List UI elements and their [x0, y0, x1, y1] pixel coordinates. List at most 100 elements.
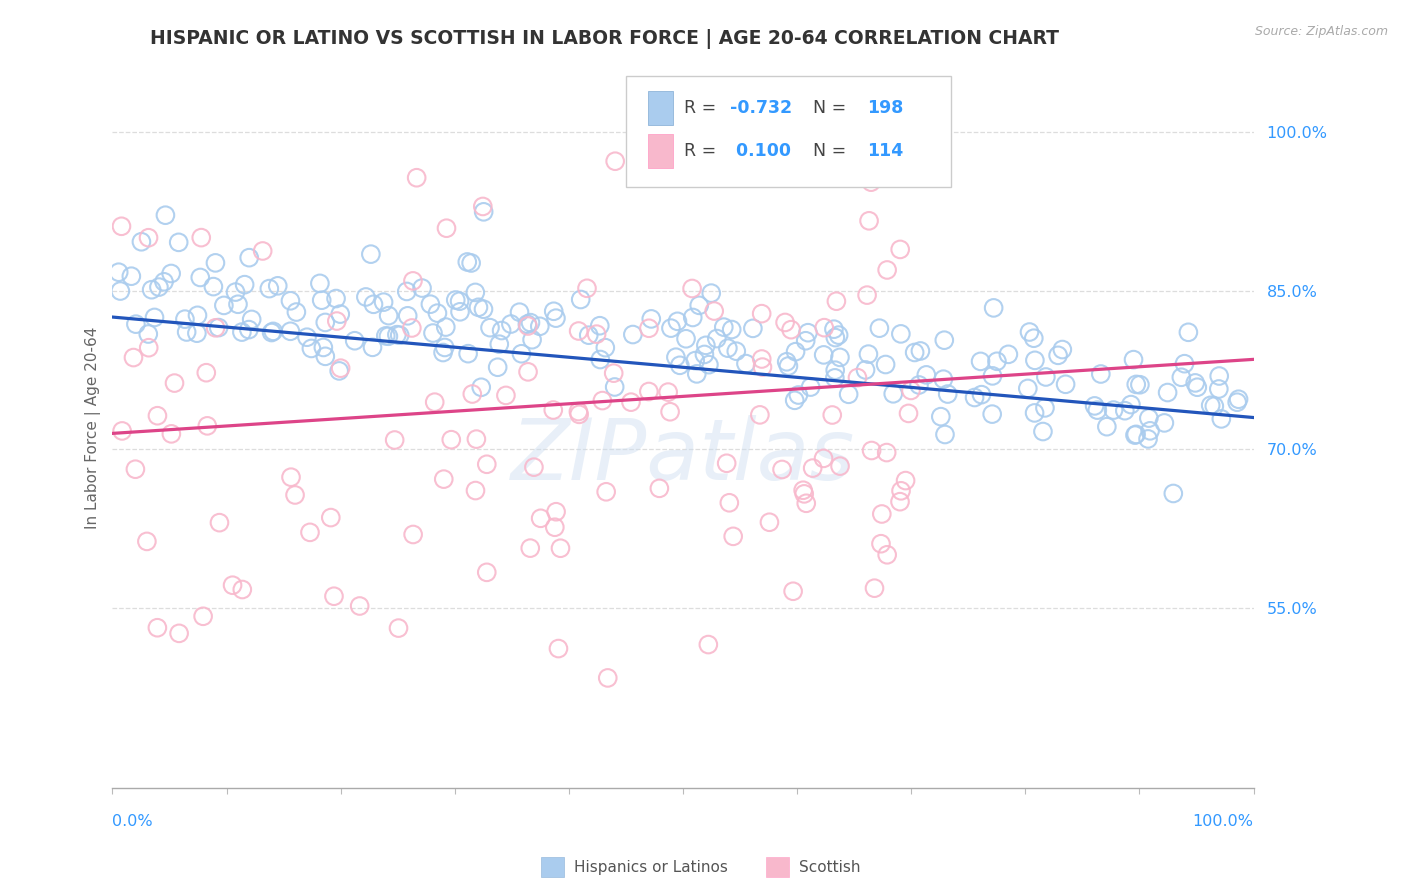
Point	[465, 432, 488, 446]
Point	[1052, 343, 1074, 357]
Point	[472, 204, 495, 219]
Point	[519, 541, 541, 556]
Point	[163, 376, 186, 390]
Point	[682, 310, 704, 325]
Point	[1177, 326, 1199, 340]
Point	[567, 404, 589, 418]
Point	[929, 409, 952, 424]
Point	[669, 359, 692, 373]
Point	[436, 221, 458, 235]
Point	[1173, 357, 1195, 371]
Point	[475, 457, 498, 471]
Point	[751, 351, 773, 366]
Text: Source: ZipAtlas.com: Source: ZipAtlas.com	[1254, 25, 1388, 38]
Point	[280, 324, 302, 338]
Point	[204, 256, 226, 270]
Point	[595, 341, 617, 355]
Point	[1024, 406, 1046, 420]
Point	[894, 474, 917, 488]
Point	[813, 451, 835, 466]
Point	[543, 403, 565, 417]
Point	[981, 407, 1004, 421]
Point	[659, 321, 682, 335]
Point	[329, 307, 352, 321]
Point	[986, 354, 1008, 368]
Text: ZIPatlas: ZIPatlas	[510, 416, 855, 499]
Point	[824, 330, 846, 344]
Point	[825, 294, 848, 309]
Point	[1187, 380, 1209, 394]
Point	[758, 515, 780, 529]
Point	[568, 324, 591, 338]
Point	[794, 496, 817, 510]
Point	[1137, 432, 1160, 446]
Point	[792, 483, 814, 498]
Point	[1035, 370, 1057, 384]
Point	[846, 370, 869, 384]
Point	[186, 326, 208, 341]
Point	[146, 621, 169, 635]
Point	[659, 405, 682, 419]
Point	[675, 332, 697, 346]
Point	[1163, 486, 1185, 500]
Point	[363, 297, 385, 311]
Point	[516, 318, 538, 333]
Point	[387, 621, 409, 635]
Text: Scottish: Scottish	[799, 860, 860, 874]
Point	[778, 359, 800, 373]
Text: R =: R =	[685, 99, 721, 117]
Point	[238, 251, 260, 265]
Point	[1022, 331, 1045, 345]
Point	[354, 290, 377, 304]
Point	[259, 282, 281, 296]
Point	[1208, 382, 1230, 396]
Point	[801, 461, 824, 475]
Point	[155, 208, 177, 222]
Point	[110, 219, 132, 234]
Point	[1123, 428, 1146, 442]
FancyBboxPatch shape	[626, 76, 950, 187]
Point	[233, 277, 256, 292]
Point	[666, 314, 689, 328]
Point	[1032, 425, 1054, 439]
Text: N =: N =	[801, 99, 852, 117]
Point	[491, 324, 513, 338]
Point	[578, 328, 600, 343]
Point	[1156, 385, 1178, 400]
Point	[983, 301, 1005, 315]
Point	[855, 363, 877, 377]
Point	[148, 280, 170, 294]
Text: 114: 114	[866, 142, 903, 161]
Point	[683, 353, 706, 368]
Point	[314, 315, 336, 329]
Point	[374, 329, 396, 343]
Text: N =: N =	[801, 142, 852, 161]
Point	[876, 263, 898, 277]
Point	[1095, 419, 1118, 434]
Point	[969, 354, 991, 368]
Point	[782, 584, 804, 599]
Point	[1129, 377, 1152, 392]
Point	[890, 326, 912, 341]
Point	[160, 426, 183, 441]
Point	[190, 230, 212, 244]
Point	[349, 599, 371, 613]
Point	[981, 368, 1004, 383]
Point	[486, 360, 509, 375]
FancyBboxPatch shape	[648, 91, 672, 126]
Point	[1047, 348, 1070, 362]
Point	[585, 327, 607, 342]
Point	[1024, 353, 1046, 368]
Point	[470, 380, 492, 394]
Point	[285, 305, 308, 319]
Point	[479, 320, 502, 334]
Point	[1211, 412, 1233, 426]
Point	[741, 321, 763, 335]
Point	[1102, 403, 1125, 417]
Point	[231, 325, 253, 339]
Point	[963, 391, 986, 405]
Point	[449, 294, 471, 309]
Point	[174, 312, 197, 326]
Point	[449, 305, 471, 319]
Point	[131, 235, 153, 249]
